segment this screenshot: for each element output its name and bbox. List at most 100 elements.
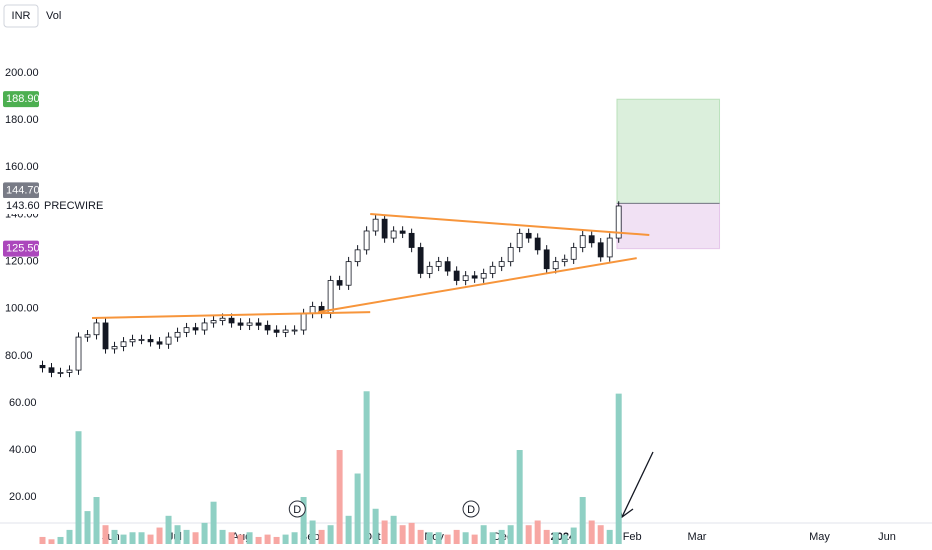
candle-body — [255, 322, 262, 326]
candle-body — [39, 364, 46, 369]
volume-bar — [237, 534, 244, 544]
candle-body — [156, 341, 163, 345]
volume-bar — [192, 532, 199, 544]
candle-body — [165, 336, 172, 345]
price-label-box — [3, 182, 39, 199]
candle-body — [192, 327, 199, 331]
trendline — [317, 257, 637, 314]
candle-body — [471, 275, 478, 279]
volume-bar — [336, 450, 343, 544]
volume-bar — [228, 532, 235, 544]
volume-bar — [516, 450, 523, 544]
stop-zone — [616, 202, 721, 250]
volume-bar — [318, 529, 325, 544]
volume-bar — [102, 525, 109, 544]
y-tick-label: 120.00 — [5, 256, 39, 268]
volume-bar — [246, 532, 253, 544]
volume-bar — [417, 529, 424, 544]
candle-body — [237, 322, 244, 326]
volume-bar — [201, 522, 208, 544]
candle-body — [183, 327, 190, 333]
candle-body — [138, 339, 145, 341]
volume-bar — [138, 532, 145, 544]
y-tick-label: 80.00 — [5, 350, 33, 362]
event-label: D — [293, 504, 301, 516]
candle-body — [543, 249, 550, 270]
volume-bar — [588, 520, 595, 544]
volume-bar — [264, 534, 271, 544]
price-label-box — [3, 91, 39, 108]
candle-body — [102, 322, 109, 350]
volume-tick-label: 20.00 — [9, 491, 37, 503]
candle-body — [345, 261, 352, 286]
volume-bar — [552, 532, 559, 544]
y-tick-label: 100.00 — [5, 303, 39, 315]
volume-bar — [408, 522, 415, 544]
currency[interactable]: INR — [12, 10, 31, 22]
candle-body — [84, 334, 91, 338]
volume-bar — [147, 534, 154, 544]
volume-bar — [507, 525, 514, 544]
volume-bar — [426, 532, 433, 544]
candle-body — [552, 261, 559, 270]
price-label-box — [3, 240, 39, 257]
volume-bar — [219, 529, 226, 544]
event-marker — [288, 500, 306, 518]
volume-bar — [570, 527, 577, 544]
candle-body — [246, 322, 253, 326]
volume-bar — [93, 497, 100, 544]
y-tick-label: 200.00 — [5, 67, 39, 79]
candle-body — [534, 237, 541, 251]
candle-body — [426, 265, 433, 274]
volume-bar — [381, 520, 388, 544]
event-label: D — [467, 504, 475, 516]
volume-bar — [498, 529, 505, 544]
candle-body — [408, 232, 415, 248]
volume-bar — [453, 529, 460, 544]
candle-body — [228, 317, 235, 324]
volume-bar — [471, 534, 478, 544]
candle-body — [291, 329, 298, 332]
target-zone — [616, 98, 721, 204]
candle-body — [606, 237, 613, 258]
x-tick-label: Feb — [623, 531, 642, 543]
candle-body — [147, 339, 154, 343]
volume-bar — [111, 529, 118, 544]
candle-body — [588, 235, 595, 244]
volume-bar — [66, 529, 73, 544]
candle-body — [417, 247, 424, 274]
volume-tick-label: 40.00 — [9, 444, 37, 456]
volume-bar — [543, 529, 550, 544]
candle-body — [453, 270, 460, 281]
volume-bar — [174, 525, 181, 544]
candle-body — [48, 367, 55, 373]
volume-bar — [300, 497, 307, 544]
volume-bar — [462, 532, 469, 544]
last-price-box — [3, 197, 98, 214]
candle-body — [507, 247, 514, 263]
volume-tick-label: 60.00 — [9, 397, 37, 409]
volume-bar — [390, 515, 397, 544]
candle-body — [399, 230, 406, 234]
trendline — [91, 311, 371, 319]
candle-body — [597, 242, 604, 258]
symbol: PRECWIRE — [44, 200, 103, 212]
volume-bar — [354, 473, 361, 544]
volume-bar — [48, 539, 55, 544]
y-tick-label: 160.00 — [5, 161, 39, 173]
candle-body — [210, 320, 217, 324]
candle-body — [570, 247, 577, 260]
candle-body — [489, 265, 496, 274]
volume-bar — [183, 529, 190, 544]
currency-box[interactable] — [3, 4, 39, 28]
candle-body — [480, 273, 487, 279]
x-tick-label: Jun — [878, 531, 896, 543]
volume-bar — [444, 534, 451, 544]
candle-body — [327, 280, 334, 314]
volume-bar — [75, 431, 82, 544]
trendline — [370, 213, 650, 236]
volume-bar — [534, 520, 541, 544]
candle-body — [354, 249, 361, 263]
volume-bar — [597, 525, 604, 544]
candle-body — [57, 372, 64, 374]
